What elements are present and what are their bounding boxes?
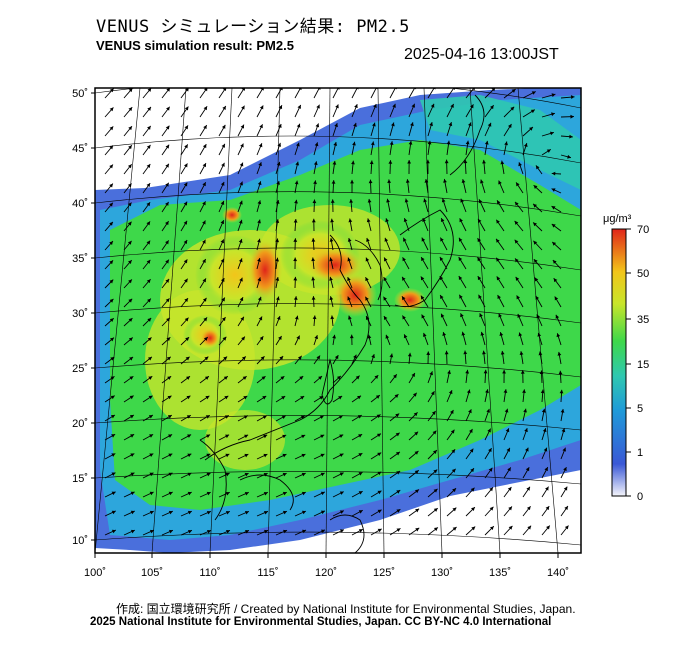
colorbar-tick-label: 0 — [637, 491, 643, 503]
lon-tick-label: 140˚ — [547, 567, 569, 579]
lon-tick-label: 120˚ — [315, 567, 337, 579]
colorbar-tick-label: 70 — [637, 224, 649, 236]
colorbar-tick-label: 5 — [637, 403, 643, 415]
pm25-field-teal — [420, 95, 581, 190]
longitude-axis: 100˚ 105˚ 110˚ 115˚ 120˚ 125˚ 130˚ 135˚ 140˚ — [84, 553, 569, 579]
forecast-timestamp: 2025-04-16 13:00JST — [404, 46, 559, 63]
colorbar-tick-label: 35 — [637, 314, 649, 326]
lat-tick-label: 30˚ — [72, 308, 88, 320]
page-title: VENUS シミュレーション結果: PM2.5 — [96, 17, 410, 37]
coastlines — [199, 94, 485, 553]
wind-vectors — [104, 88, 575, 536]
lat-tick-label: 35˚ — [72, 253, 88, 265]
lat-tick-label: 25˚ — [72, 363, 88, 375]
colorbar-unit: μg/m³ — [603, 213, 632, 225]
colorbar-tick-label: 50 — [637, 268, 649, 280]
page-subtitle: VENUS simulation result: PM2.5 — [96, 38, 294, 53]
lon-tick-label: 130˚ — [431, 567, 453, 579]
lat-tick-label: 50˚ — [72, 88, 88, 100]
lat-tick-label: 20˚ — [72, 418, 88, 430]
credit-line: 作成: 国立環境研究所 / Created by National Instit… — [116, 602, 576, 616]
lat-tick-label: 40˚ — [72, 198, 88, 210]
lat-tick-label: 10˚ — [72, 535, 88, 547]
colorbar-tick-label: 15 — [637, 359, 649, 371]
latitude-axis: 50˚ 45˚ 40˚ 35˚ 30˚ 25˚ 20˚ 15˚ 10˚ — [72, 88, 95, 547]
lat-tick-label: 15˚ — [72, 473, 88, 485]
lon-tick-label: 105˚ — [141, 567, 163, 579]
lon-tick-label: 125˚ — [373, 567, 395, 579]
lat-tick-label: 45˚ — [72, 143, 88, 155]
lon-tick-label: 100˚ — [84, 567, 106, 579]
copyright-line: 2025 National Institute for Environmenta… — [90, 616, 552, 628]
colorbar-tick-label: 1 — [637, 447, 643, 459]
lon-tick-label: 115˚ — [257, 567, 278, 579]
lon-tick-label: 110˚ — [199, 567, 220, 579]
colorbar: μg/m³ 70 50 35 15 5 1 0 — [603, 213, 649, 503]
lon-tick-label: 135˚ — [489, 567, 511, 579]
